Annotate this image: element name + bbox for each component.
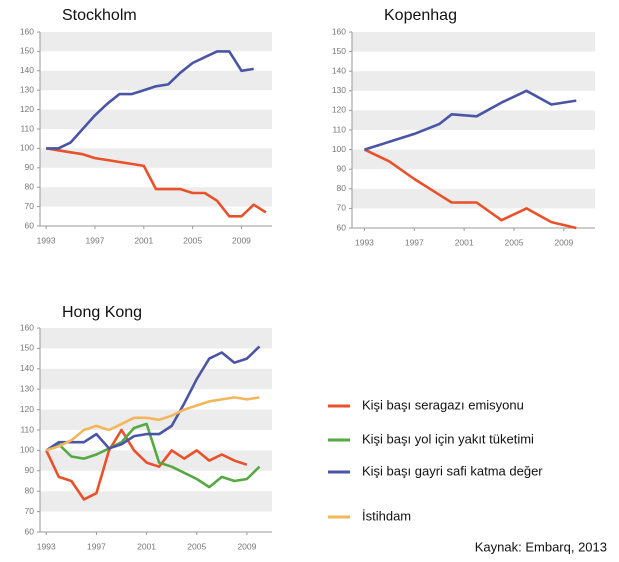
- y-tick-label: 160: [20, 322, 34, 332]
- y-tick-label: 110: [20, 424, 34, 434]
- series-line: [45, 422, 261, 489]
- x-tick-label: 1997: [87, 541, 106, 551]
- y-tick-label: 100: [332, 144, 346, 154]
- y-tick-label: 60: [337, 222, 347, 232]
- y-tick-label: 140: [20, 363, 34, 373]
- grid-band: [40, 148, 272, 168]
- grid-band: [352, 71, 595, 91]
- series-line: [45, 396, 260, 452]
- grid-band: [40, 109, 272, 129]
- x-tick-label: 1993: [355, 237, 374, 247]
- x-tick-label: 1997: [405, 237, 424, 247]
- x-tick-label: 2001: [137, 541, 156, 551]
- y-tick-label: 140: [332, 65, 346, 75]
- series-line: [45, 345, 261, 452]
- y-tick-label: 160: [20, 26, 34, 36]
- legend-label: İstihdam: [362, 508, 411, 523]
- grid-band: [40, 450, 272, 471]
- x-tick-label: 1997: [85, 235, 104, 245]
- x-tick-label: 2001: [134, 235, 153, 245]
- y-tick-label: 70: [25, 506, 35, 516]
- source-note: Kaynak: Embarq, 2013: [475, 539, 607, 554]
- legend-label: Kişi başı yol için yakıt tüketimi: [362, 431, 534, 446]
- y-tick-label: 150: [332, 46, 346, 56]
- x-tick-label: 2005: [187, 541, 206, 551]
- x-tick-label: 2009: [232, 235, 251, 245]
- y-tick-label: 120: [332, 105, 346, 115]
- y-tick-label: 70: [25, 201, 35, 211]
- chart-title: Stockholm: [62, 7, 137, 24]
- x-tick-label: 2005: [505, 237, 524, 247]
- grid-band: [352, 110, 595, 130]
- y-tick-label: 110: [20, 123, 34, 133]
- grid-band: [40, 328, 272, 349]
- y-tick-label: 110: [332, 124, 346, 134]
- series-line: [363, 148, 577, 230]
- legend-label: Kişi başı seragazı emisyonu: [362, 397, 524, 412]
- y-tick-label: 100: [20, 143, 34, 153]
- y-tick-label: 90: [25, 162, 35, 172]
- y-tick-label: 150: [20, 46, 34, 56]
- grid-band: [352, 149, 595, 170]
- y-tick-label: 80: [25, 181, 35, 191]
- y-tick-label: 60: [25, 526, 35, 536]
- chart-title: Kopenhag: [384, 7, 457, 24]
- legend-label: Kişi başı gayri safi katma değer: [362, 463, 543, 478]
- y-tick-label: 100: [20, 445, 34, 455]
- series-line: [45, 428, 248, 501]
- series-line: [364, 89, 577, 151]
- y-tick-label: 90: [337, 163, 347, 173]
- y-tick-label: 60: [25, 220, 35, 230]
- grid-band: [352, 32, 595, 52]
- x-tick-label: 1993: [37, 541, 56, 551]
- series-line: [45, 147, 267, 218]
- x-tick-label: 2009: [554, 237, 573, 247]
- y-tick-label: 120: [20, 404, 34, 414]
- y-tick-label: 140: [20, 65, 34, 75]
- grid-band: [40, 187, 272, 207]
- y-tick-label: 150: [20, 343, 34, 353]
- y-tick-label: 80: [337, 183, 347, 193]
- x-tick-label: 1993: [37, 235, 56, 245]
- x-tick-label: 2005: [183, 235, 202, 245]
- y-tick-label: 70: [337, 203, 347, 213]
- y-tick-label: 120: [20, 104, 34, 114]
- chart-title: Hong Kong: [62, 304, 142, 321]
- grid-band: [40, 368, 272, 390]
- y-tick-label: 130: [20, 84, 34, 94]
- grid-band: [40, 32, 272, 52]
- x-tick-label: 2009: [237, 541, 256, 551]
- y-tick-label: 90: [25, 465, 35, 475]
- y-tick-label: 130: [332, 85, 346, 95]
- grid-band: [40, 70, 272, 91]
- y-tick-label: 160: [332, 26, 346, 36]
- x-tick-label: 2001: [455, 237, 474, 247]
- y-tick-label: 80: [25, 485, 35, 495]
- grid-band: [40, 491, 272, 512]
- y-tick-label: 130: [20, 383, 34, 393]
- grid-band: [352, 188, 595, 209]
- series-line: [46, 50, 254, 150]
